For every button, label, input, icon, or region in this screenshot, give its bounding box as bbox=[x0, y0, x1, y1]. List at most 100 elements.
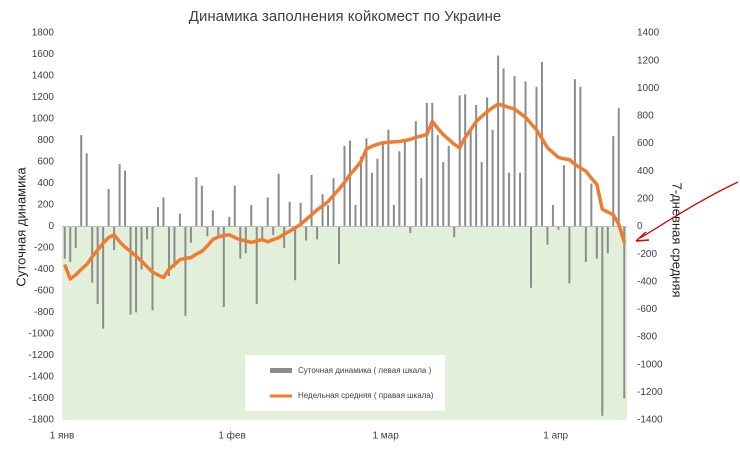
bar bbox=[222, 226, 225, 308]
bar bbox=[365, 138, 368, 227]
y-tick-label: -1400 bbox=[28, 372, 54, 383]
bar bbox=[387, 129, 390, 227]
bar bbox=[568, 226, 571, 284]
bar bbox=[617, 108, 620, 227]
bar bbox=[266, 197, 269, 227]
y2-tick-label: 200 bbox=[637, 193, 654, 204]
bar bbox=[409, 226, 412, 233]
bar bbox=[475, 105, 478, 227]
y-tick-label: 200 bbox=[37, 200, 54, 211]
bar bbox=[294, 226, 297, 281]
bar bbox=[239, 226, 242, 259]
bar bbox=[261, 226, 264, 240]
bar bbox=[129, 226, 132, 315]
bar bbox=[332, 178, 335, 227]
bar bbox=[557, 226, 560, 230]
bar bbox=[354, 205, 357, 227]
x-tick-label: 1 янв bbox=[50, 431, 75, 442]
y2-tick-label: -1200 bbox=[637, 387, 663, 398]
y-tick-label: 1200 bbox=[32, 92, 55, 103]
x-tick-label: 1 фев bbox=[218, 430, 245, 442]
bar bbox=[431, 102, 434, 227]
bar bbox=[124, 170, 127, 227]
y2-tick-label: 800 bbox=[637, 111, 654, 122]
bar bbox=[447, 145, 450, 227]
bar bbox=[486, 97, 489, 227]
bar bbox=[612, 136, 615, 227]
bar bbox=[69, 226, 72, 262]
legend: Суточная динамика ( левая шкала ) Недель… bbox=[245, 355, 445, 411]
bar bbox=[491, 129, 494, 227]
x-tick-label: 1 мар bbox=[372, 431, 399, 442]
bar bbox=[381, 142, 384, 227]
bar bbox=[606, 226, 609, 254]
bar bbox=[497, 55, 500, 227]
bar bbox=[85, 153, 88, 227]
bar bbox=[200, 185, 203, 227]
y-axis-title: Суточная динамика bbox=[13, 167, 28, 287]
bar bbox=[288, 201, 291, 227]
bar bbox=[233, 185, 236, 227]
bar bbox=[469, 129, 472, 227]
y-tick-label: -600 bbox=[34, 286, 54, 297]
bar bbox=[359, 156, 362, 227]
y-tick-label: -400 bbox=[34, 264, 54, 275]
bar bbox=[562, 165, 565, 227]
bar bbox=[464, 94, 467, 227]
bar bbox=[96, 226, 99, 304]
bar bbox=[513, 76, 516, 227]
bar bbox=[135, 226, 138, 313]
bar bbox=[425, 102, 428, 227]
y-tick-label: 800 bbox=[37, 135, 54, 146]
y2-tick-label: 1200 bbox=[637, 55, 660, 66]
y2-axis-title: 7-дневная средняя bbox=[670, 182, 685, 297]
bar bbox=[146, 226, 149, 240]
bar bbox=[250, 205, 253, 227]
bar bbox=[156, 207, 159, 227]
bar bbox=[535, 86, 538, 227]
bar bbox=[206, 226, 209, 237]
bar bbox=[414, 121, 417, 227]
bar bbox=[113, 226, 116, 251]
bar bbox=[305, 226, 308, 241]
bar bbox=[321, 194, 324, 227]
bar bbox=[189, 226, 192, 243]
bar bbox=[80, 135, 83, 227]
bar bbox=[343, 145, 346, 227]
y2-tick-label: 600 bbox=[637, 138, 654, 149]
bar bbox=[573, 79, 576, 227]
bar bbox=[310, 174, 313, 227]
y-tick-label: -200 bbox=[34, 243, 54, 254]
annotation-arrow bbox=[639, 181, 739, 239]
bar bbox=[272, 226, 275, 236]
bar bbox=[584, 226, 587, 262]
bar bbox=[211, 210, 214, 227]
bar bbox=[338, 226, 341, 265]
bar bbox=[398, 151, 401, 227]
y-tick-label: 600 bbox=[37, 157, 54, 168]
bar bbox=[502, 68, 505, 227]
bar bbox=[480, 162, 483, 227]
bar bbox=[327, 205, 330, 227]
bar bbox=[140, 226, 143, 270]
x-tick-label: 1 апр bbox=[543, 431, 568, 442]
bar bbox=[167, 226, 170, 276]
bar bbox=[590, 183, 593, 227]
bar bbox=[370, 172, 373, 227]
bar bbox=[151, 226, 154, 311]
legend-label: Суточная динамика ( левая шкала ) bbox=[298, 366, 432, 375]
bar bbox=[348, 140, 351, 227]
bar bbox=[118, 164, 121, 227]
bar bbox=[173, 226, 176, 268]
y2-tick-label: -200 bbox=[637, 249, 657, 260]
y-tick-label: -1600 bbox=[28, 393, 54, 404]
y2-tick-label: 1400 bbox=[637, 28, 660, 39]
bar bbox=[102, 226, 105, 329]
legend-swatch bbox=[270, 368, 292, 373]
bar bbox=[540, 62, 543, 227]
bar bbox=[595, 226, 598, 259]
bar bbox=[392, 205, 395, 227]
bar bbox=[403, 140, 406, 227]
bar bbox=[299, 202, 302, 227]
annotation-arrow-head bbox=[635, 231, 650, 242]
